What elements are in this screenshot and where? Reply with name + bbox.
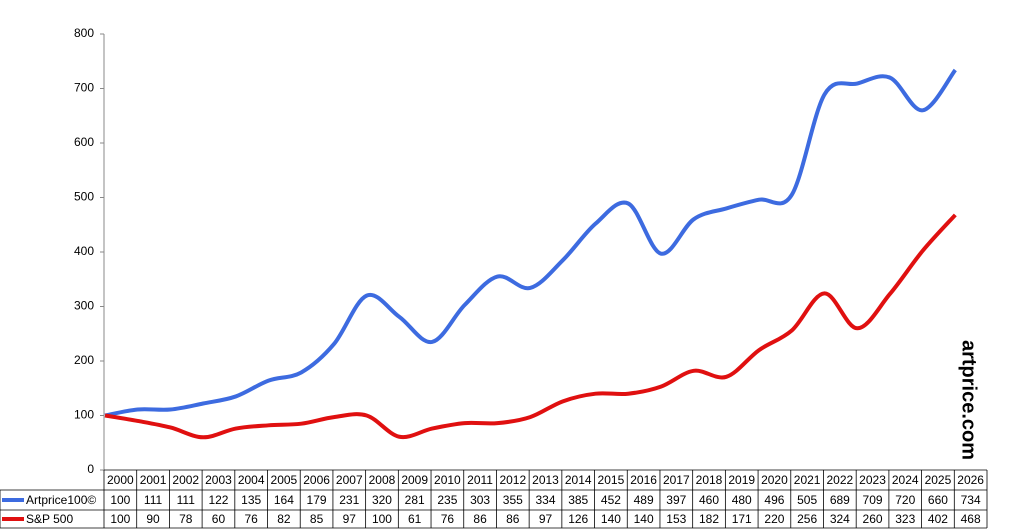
- table-value: 111: [177, 493, 196, 507]
- x-tick-label: 2015: [598, 473, 625, 487]
- table-value: 171: [732, 512, 752, 526]
- table-value: 323: [895, 512, 915, 526]
- table-value: 303: [470, 493, 490, 507]
- table-value: 97: [343, 512, 357, 526]
- table-value: 355: [503, 493, 523, 507]
- table-value: 334: [535, 493, 555, 507]
- table-value: 235: [437, 493, 457, 507]
- table-value: 660: [928, 493, 948, 507]
- table-value: 126: [568, 512, 588, 526]
- table-value: 320: [372, 493, 392, 507]
- y-tick-label: 600: [74, 135, 94, 149]
- table-value: 86: [473, 512, 487, 526]
- table-value: 709: [863, 493, 883, 507]
- table-value: 480: [732, 493, 752, 507]
- table-value: 164: [274, 493, 294, 507]
- x-tick-label: 2004: [238, 473, 265, 487]
- table-value: 135: [241, 493, 261, 507]
- table-value: 734: [961, 493, 981, 507]
- x-tick-label: 2022: [826, 473, 853, 487]
- brand-watermark: artprice.com: [958, 340, 980, 460]
- y-tick-label: 300: [74, 299, 94, 313]
- x-tick-label: 2003: [205, 473, 232, 487]
- table-value: 100: [110, 512, 130, 526]
- x-tick-label: 2020: [761, 473, 788, 487]
- table-value: 111: [144, 493, 163, 507]
- x-tick-label: 2010: [434, 473, 461, 487]
- x-tick-label: 2018: [696, 473, 723, 487]
- x-tick-label: 2012: [499, 473, 526, 487]
- table-value: 85: [310, 512, 324, 526]
- table-value: 61: [408, 512, 422, 526]
- table-value: 385: [568, 493, 588, 507]
- x-tick-label: 2021: [794, 473, 821, 487]
- x-tick-label: 2001: [140, 473, 167, 487]
- y-tick-label: 700: [74, 81, 94, 95]
- x-tick-label: 2005: [271, 473, 298, 487]
- y-tick-label: 0: [87, 462, 94, 476]
- table-value: 402: [928, 512, 948, 526]
- series-line: [104, 213, 957, 440]
- legend-label: Artprice100©: [26, 493, 96, 507]
- x-tick-label: 2013: [532, 473, 559, 487]
- table-value: 153: [666, 512, 686, 526]
- x-tick-label: 2014: [565, 473, 592, 487]
- x-tick-label: 2008: [369, 473, 396, 487]
- table-value: 505: [797, 493, 817, 507]
- table-value: 140: [601, 512, 621, 526]
- y-tick-label: 800: [74, 26, 94, 40]
- table-value: 496: [764, 493, 784, 507]
- table-value: 460: [699, 493, 719, 507]
- y-tick-label: 500: [74, 190, 94, 204]
- x-tick-label: 2009: [401, 473, 428, 487]
- table-value: 90: [146, 512, 160, 526]
- table-value: 179: [307, 493, 327, 507]
- table-value: 182: [699, 512, 719, 526]
- table-value: 97: [539, 512, 553, 526]
- legend-label: S&P 500: [26, 512, 73, 526]
- x-tick-label: 2026: [957, 473, 984, 487]
- table-value: 100: [110, 493, 130, 507]
- table-value: 60: [212, 512, 226, 526]
- table-value: 78: [179, 512, 193, 526]
- table-value: 100: [372, 512, 392, 526]
- x-tick-label: 2007: [336, 473, 363, 487]
- table-value: 452: [601, 493, 621, 507]
- table-value: 122: [208, 493, 228, 507]
- table-value: 281: [405, 493, 425, 507]
- table-value: 397: [666, 493, 686, 507]
- table-value: 231: [339, 493, 359, 507]
- y-tick-label: 100: [74, 408, 94, 422]
- series-line: [104, 68, 957, 418]
- table-value: 140: [634, 512, 654, 526]
- x-tick-label: 2006: [303, 473, 330, 487]
- x-tick-label: 2000: [107, 473, 134, 487]
- table-value: 689: [830, 493, 850, 507]
- table-value: 76: [441, 512, 455, 526]
- y-tick-label: 200: [74, 353, 94, 367]
- table-value: 76: [244, 512, 258, 526]
- table-value: 86: [506, 512, 520, 526]
- x-tick-label: 2017: [663, 473, 690, 487]
- table-value: 256: [797, 512, 817, 526]
- table-value: 82: [277, 512, 291, 526]
- x-tick-label: 2011: [467, 473, 493, 487]
- table-value: 468: [961, 512, 981, 526]
- table-value: 220: [764, 512, 784, 526]
- x-tick-label: 2024: [892, 473, 919, 487]
- y-tick-label: 400: [74, 244, 94, 258]
- x-tick-label: 2019: [728, 473, 755, 487]
- x-tick-label: 2016: [630, 473, 657, 487]
- table-value: 260: [863, 512, 883, 526]
- x-tick-label: 2023: [859, 473, 886, 487]
- x-tick-label: 2002: [172, 473, 199, 487]
- table-value: 489: [634, 493, 654, 507]
- x-tick-label: 2025: [925, 473, 952, 487]
- table-value: 324: [830, 512, 850, 526]
- table-value: 720: [895, 493, 915, 507]
